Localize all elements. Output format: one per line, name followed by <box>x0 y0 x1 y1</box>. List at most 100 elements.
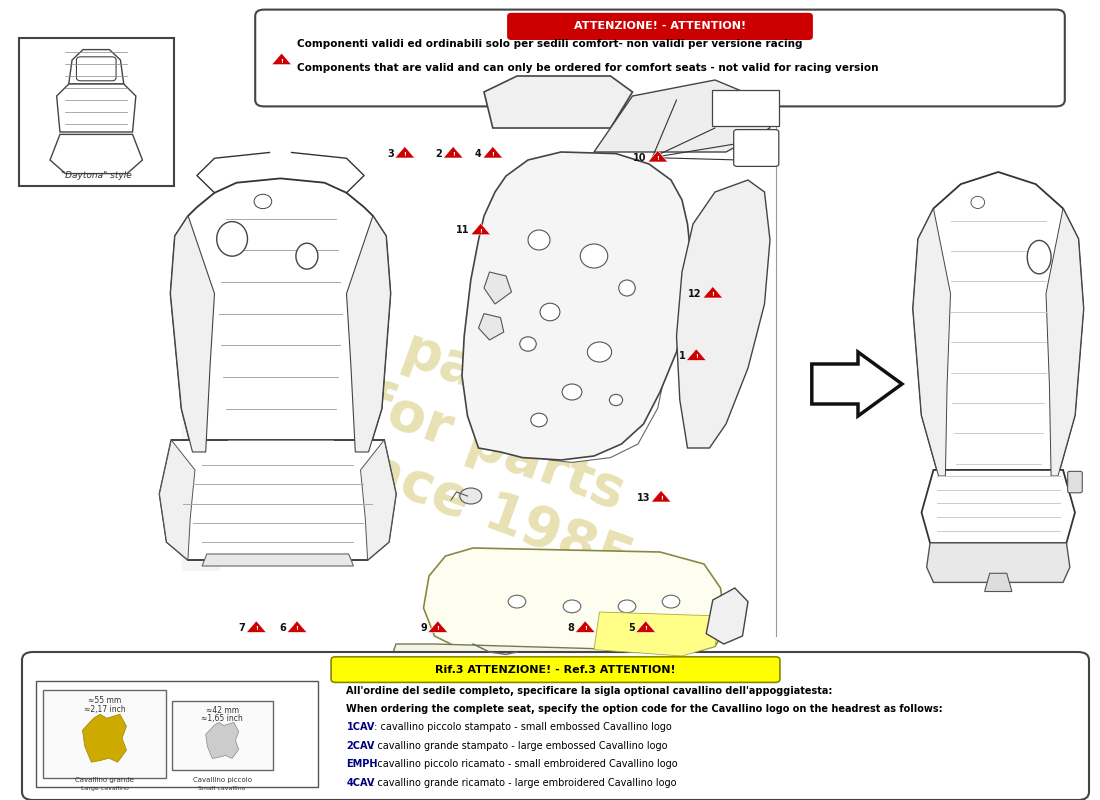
Ellipse shape <box>296 243 318 269</box>
Polygon shape <box>913 209 950 476</box>
Text: !: ! <box>695 354 697 359</box>
Text: : cavallino piccolo ricamato - small embroidered Cavallino logo: : cavallino piccolo ricamato - small emb… <box>371 759 678 770</box>
Text: Rif.3 ATTENZIONE! - Ref.3 ATTENTION!: Rif.3 ATTENZIONE! - Ref.3 ATTENTION! <box>436 665 675 674</box>
Text: 2CAV: 2CAV <box>346 741 375 750</box>
Text: !: ! <box>452 152 454 157</box>
Text: !: ! <box>660 496 662 501</box>
Text: 2: 2 <box>436 149 442 158</box>
Circle shape <box>662 595 680 608</box>
Ellipse shape <box>587 342 612 362</box>
FancyBboxPatch shape <box>43 690 166 778</box>
Text: 3: 3 <box>387 149 394 158</box>
Text: When ordering the complete seat, specify the option code for the Cavallino logo : When ordering the complete seat, specify… <box>346 704 943 714</box>
Text: passion
for parts
since 1985: passion for parts since 1985 <box>307 306 683 590</box>
FancyBboxPatch shape <box>22 652 1089 800</box>
Text: 6: 6 <box>279 623 286 633</box>
Text: All'ordine del sedile completo, specificare la sigla optional cavallino dell'app: All'ordine del sedile completo, specific… <box>346 686 833 695</box>
Text: 1CAV: 1CAV <box>346 722 375 733</box>
Polygon shape <box>395 146 415 158</box>
Polygon shape <box>515 160 675 462</box>
Text: ATTENZIONE! - ATTENTION!: ATTENZIONE! - ATTENTION! <box>574 22 746 31</box>
Circle shape <box>618 600 636 613</box>
Circle shape <box>508 595 526 608</box>
Polygon shape <box>51 134 143 174</box>
Ellipse shape <box>530 413 548 427</box>
Ellipse shape <box>971 196 984 209</box>
FancyBboxPatch shape <box>1068 471 1082 493</box>
Text: : cavallino grande ricamato - large embroidered Cavallino logo: : cavallino grande ricamato - large embr… <box>371 778 676 787</box>
Text: Small cavallino: Small cavallino <box>198 786 246 791</box>
Polygon shape <box>385 644 666 712</box>
FancyBboxPatch shape <box>255 10 1065 106</box>
Text: Componenti validi ed ordinabili solo per sedili comfort- non validi per versione: Componenti validi ed ordinabili solo per… <box>297 38 803 49</box>
Polygon shape <box>170 216 214 452</box>
Text: Cavallino grande: Cavallino grande <box>75 778 134 783</box>
Polygon shape <box>160 440 396 560</box>
Polygon shape <box>676 180 770 448</box>
FancyBboxPatch shape <box>331 657 780 682</box>
Polygon shape <box>594 80 770 152</box>
Ellipse shape <box>609 394 623 406</box>
Text: ≈55 mm: ≈55 mm <box>88 696 121 705</box>
Text: !: ! <box>437 626 439 631</box>
Text: Cavallino piccolo: Cavallino piccolo <box>192 778 252 783</box>
Circle shape <box>563 600 581 613</box>
Polygon shape <box>636 621 656 632</box>
Text: !: ! <box>584 626 586 631</box>
Ellipse shape <box>618 280 636 296</box>
Text: "Daytona" style: "Daytona" style <box>60 171 132 180</box>
FancyBboxPatch shape <box>172 701 273 770</box>
Ellipse shape <box>1027 240 1052 274</box>
Text: 7: 7 <box>239 623 245 633</box>
Text: Large cavallino: Large cavallino <box>80 786 129 791</box>
FancyBboxPatch shape <box>712 90 779 126</box>
Polygon shape <box>575 621 595 632</box>
Polygon shape <box>361 440 396 560</box>
Text: 10: 10 <box>634 153 647 162</box>
Text: !: ! <box>492 152 494 157</box>
Text: !: ! <box>712 292 714 297</box>
Polygon shape <box>462 152 691 460</box>
Polygon shape <box>1046 209 1084 476</box>
FancyBboxPatch shape <box>19 38 174 186</box>
Polygon shape <box>703 286 723 298</box>
Text: 8: 8 <box>568 623 574 633</box>
Polygon shape <box>648 150 668 162</box>
Polygon shape <box>922 470 1075 543</box>
Text: !: ! <box>404 152 406 157</box>
Polygon shape <box>812 352 902 416</box>
Text: : cavallino grande stampato - large embossed Cavallino logo: : cavallino grande stampato - large embo… <box>371 741 668 750</box>
Polygon shape <box>594 612 720 656</box>
FancyBboxPatch shape <box>77 57 117 81</box>
Polygon shape <box>424 548 726 656</box>
Text: 11: 11 <box>456 226 470 235</box>
Ellipse shape <box>528 230 550 250</box>
Text: 4CAV: 4CAV <box>346 778 375 787</box>
Text: 4: 4 <box>475 149 482 158</box>
Polygon shape <box>484 272 512 304</box>
Polygon shape <box>471 223 491 234</box>
Polygon shape <box>484 76 632 128</box>
Polygon shape <box>686 349 706 360</box>
Text: !: ! <box>657 156 659 161</box>
Text: p: p <box>163 357 321 571</box>
Text: EMPH: EMPH <box>346 759 378 770</box>
Polygon shape <box>706 588 748 644</box>
Circle shape <box>460 488 482 504</box>
Polygon shape <box>443 146 463 158</box>
FancyBboxPatch shape <box>734 130 779 166</box>
Polygon shape <box>483 146 503 158</box>
Text: ≈2,17 inch: ≈2,17 inch <box>84 705 125 714</box>
Text: ≈1,65 inch: ≈1,65 inch <box>201 714 243 723</box>
Polygon shape <box>170 178 390 452</box>
Text: 1: 1 <box>679 351 685 361</box>
Polygon shape <box>272 53 292 65</box>
Ellipse shape <box>562 384 582 400</box>
Polygon shape <box>651 490 671 502</box>
Text: : cavallino piccolo stampato - small embossed Cavallino logo: : cavallino piccolo stampato - small emb… <box>371 722 671 733</box>
Text: Components that are valid and can only be ordered for comfort seats - not valid : Components that are valid and can only b… <box>297 63 879 73</box>
Polygon shape <box>57 84 136 132</box>
Polygon shape <box>82 714 126 762</box>
Ellipse shape <box>540 303 560 321</box>
Text: !: ! <box>280 58 283 63</box>
